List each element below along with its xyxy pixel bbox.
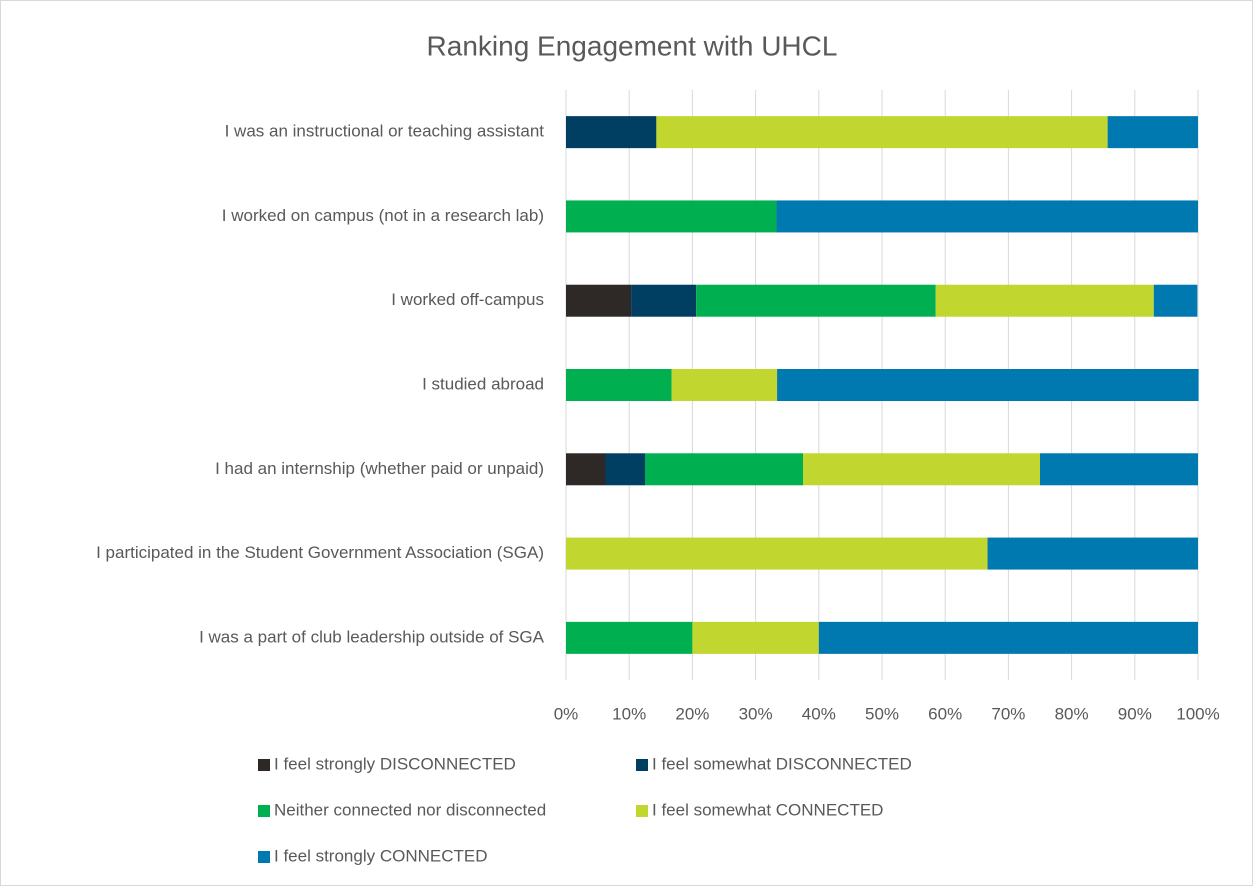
bar-segment — [692, 621, 819, 654]
y-tick-label: I was an instructional or teaching assis… — [225, 122, 545, 141]
bar-segment — [566, 284, 632, 317]
bar-segment — [1107, 116, 1198, 149]
x-tick-label: 40% — [802, 704, 836, 723]
bar-segment — [777, 369, 1199, 401]
y-tick-label: I was a part of club leadership outside … — [199, 627, 545, 646]
bar-segment — [566, 621, 693, 654]
x-tick-label: 10% — [612, 704, 646, 723]
y-tick-label: I worked off-campus — [391, 290, 544, 309]
y-tick-label: I worked on campus (not in a research la… — [222, 206, 544, 225]
x-tick-label: 30% — [739, 704, 773, 723]
legend-label: I feel somewhat DISCONNECTED — [652, 754, 912, 773]
bar-segment — [696, 284, 936, 317]
legend-label: I feel somewhat CONNECTED — [652, 800, 883, 819]
x-tick-label: 60% — [928, 704, 962, 723]
bar-segment — [776, 200, 1198, 233]
bar-segment — [645, 453, 803, 486]
bar-segment — [1040, 453, 1198, 486]
x-tick-label: 0% — [554, 704, 579, 723]
legend-swatch — [258, 851, 270, 863]
legend-swatch — [258, 805, 270, 817]
bar-segment — [566, 369, 672, 401]
legend-swatch — [258, 759, 270, 771]
x-tick-label: 70% — [991, 704, 1025, 723]
bar-segment — [1153, 284, 1198, 317]
legend-label: I feel strongly CONNECTED — [274, 846, 488, 865]
bar-segment — [935, 284, 1154, 317]
bar-segment — [566, 200, 777, 233]
x-tick-label: 90% — [1118, 704, 1152, 723]
y-tick-label: I studied abroad — [422, 374, 544, 393]
x-tick-label: 80% — [1055, 704, 1089, 723]
legend-swatch — [636, 805, 648, 817]
bar-segment — [566, 453, 606, 486]
x-tick-label: 50% — [865, 704, 899, 723]
y-tick-label: I participated in the Student Government… — [96, 543, 544, 562]
bar-segment — [656, 116, 1108, 149]
bar-segment — [818, 621, 1198, 654]
legend-label: Neither connected nor disconnected — [274, 800, 546, 819]
bar-segment — [671, 369, 778, 401]
bar-segment — [566, 537, 988, 570]
bar-segment — [987, 537, 1198, 570]
bar-segment — [631, 284, 697, 317]
legend-swatch — [636, 759, 648, 771]
bar-segment — [803, 453, 1040, 486]
bar-segment — [605, 453, 645, 486]
x-tick-label: 20% — [675, 704, 709, 723]
chart-title: Ranking Engagement with UHCL — [427, 30, 838, 61]
bar-segment — [566, 116, 657, 149]
x-tick-label: 100% — [1176, 704, 1219, 723]
y-tick-label: I had an internship (whether paid or unp… — [215, 459, 544, 478]
legend-label: I feel strongly DISCONNECTED — [274, 754, 516, 773]
